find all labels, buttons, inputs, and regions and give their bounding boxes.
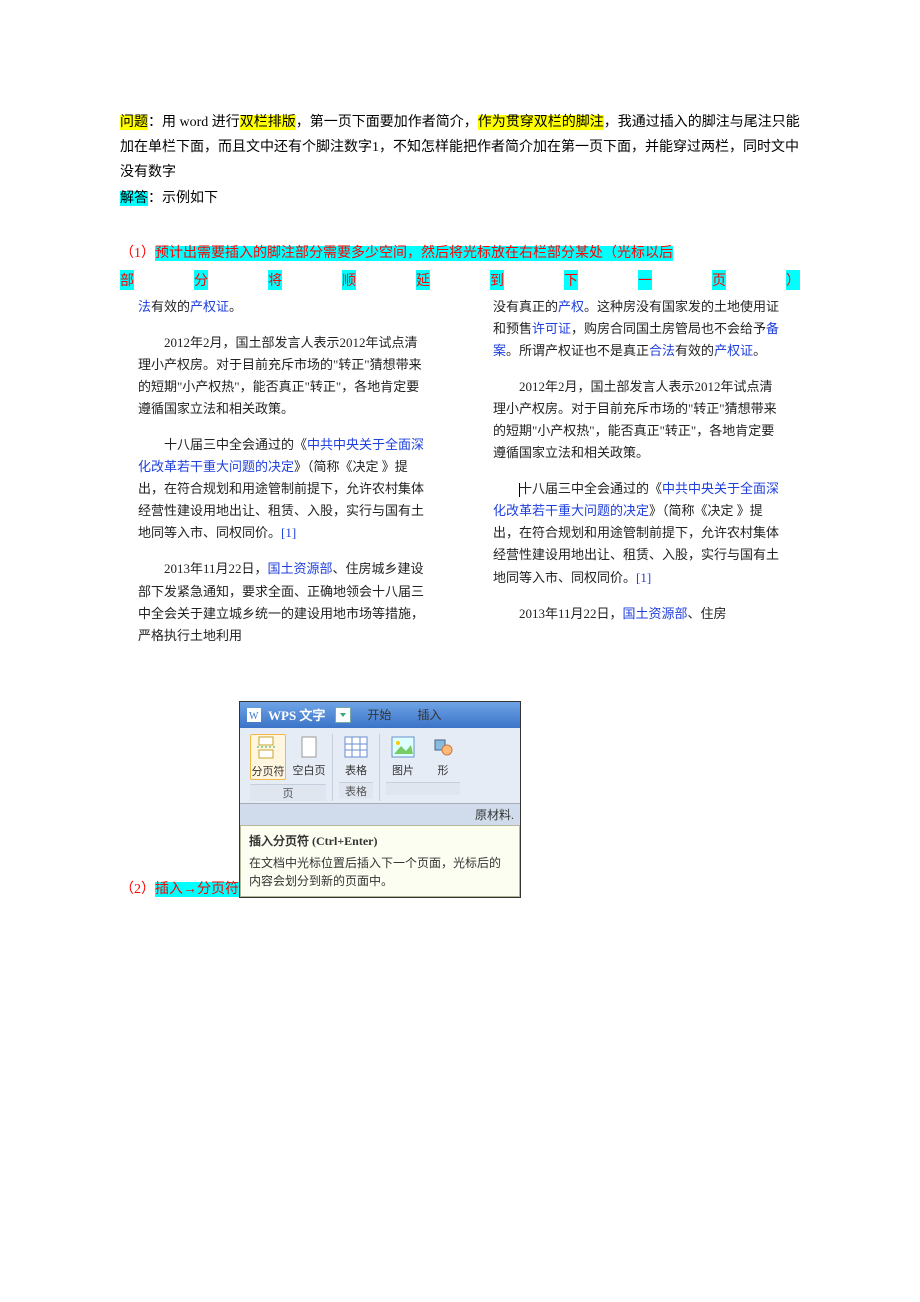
link-ministry[interactable]: 国土资源部 — [623, 606, 688, 621]
titlebar: W WPS 文字 开始 插入 — [240, 702, 520, 728]
link-property[interactable]: 产权 — [558, 299, 584, 314]
spread-char: 页 — [712, 270, 726, 290]
wps-logo-icon: W — [246, 707, 262, 723]
ribbon-group-table: 表格 表格 — [333, 734, 380, 801]
para: 2012年2月，国土部发言人表示2012年试点清理小产权房。对于目前充斥市场的"… — [138, 332, 427, 420]
blank-page-icon — [296, 734, 322, 760]
spread-char: 到 — [490, 270, 504, 290]
link-ministry[interactable]: 国土资源部 — [268, 561, 333, 576]
left-column: 法有效的产权证。 2012年2月，国土部发言人表示2012年试点清理小产权房。对… — [120, 296, 445, 661]
link-deed[interactable]: 产权证 — [190, 299, 229, 314]
ribbon: 分页符 空白页 页 — [240, 728, 520, 803]
step1-num: （1） — [120, 246, 155, 261]
btn-page-break[interactable]: 分页符 — [250, 734, 286, 780]
step1-spread: 部 分 将 顺 延 到 下 一 页 ） — [120, 270, 800, 290]
document-tab-strip[interactable]: 原材料. — [240, 803, 520, 825]
svg-text:W: W — [249, 711, 259, 722]
intro-hl1: 双栏排版 — [240, 115, 296, 130]
group-label-page: 页 — [250, 784, 326, 801]
tab-start[interactable]: 开始 — [357, 706, 401, 723]
table-icon — [343, 734, 369, 760]
answer-text: ：示例如下 — [148, 191, 218, 206]
link-legal[interactable]: 合法 — [649, 343, 675, 358]
ref-1[interactable]: [1] — [636, 570, 651, 585]
btn-shape[interactable]: 形 — [426, 734, 460, 778]
group-label-blank — [386, 782, 460, 795]
spread-char: 分 — [194, 270, 208, 290]
two-column-sample: 法有效的产权证。 2012年2月，国土部发言人表示2012年试点清理小产权房。对… — [120, 296, 800, 661]
doc-tab-label: 原材料. — [475, 808, 514, 822]
page-break-icon — [255, 735, 281, 761]
ref-1[interactable]: [1] — [281, 525, 296, 540]
spread-char: 一 — [638, 270, 652, 290]
step1-body: 预计出需要插入的脚注部分需要多少空间，然后将光标放在右栏部分某处（光标以后 — [155, 246, 673, 261]
title-dropdown-icon[interactable] — [335, 707, 351, 723]
spread-char: 延 — [416, 270, 430, 290]
link-deed[interactable]: 产权证 — [714, 343, 753, 358]
tooltip: 插入分页符 (Ctrl+Enter) 在文档中光标位置后插入下一个页面，光标后的… — [240, 825, 520, 897]
right-column: 没有真正的产权。这种房没有国家发的土地使用证和预售许可证，购房合同国土房管局也不… — [475, 296, 800, 661]
label-answer: 解答 — [120, 191, 148, 206]
btn-blank-page[interactable]: 空白页 — [292, 734, 326, 780]
app-title: WPS 文字 — [268, 705, 325, 724]
intro-text: ，第一页下面要加作者简介， — [296, 115, 478, 130]
shape-icon — [430, 734, 456, 760]
ribbon-group-illust: 图片 形 — [380, 734, 466, 801]
tab-insert[interactable]: 插入 — [407, 706, 451, 723]
btn-picture[interactable]: 图片 — [386, 734, 420, 778]
link-law[interactable]: 法 — [138, 299, 151, 314]
intro-block: 问题：用 word 进行双栏排版，第一页下面要加作者简介，作为贯穿双栏的脚注，我… — [120, 110, 800, 211]
para: 2012年2月，国土部发言人表示2012年试点清理小产权房。对于目前充斥市场的"… — [493, 376, 782, 464]
intro-hl2: 作为贯穿双栏的脚注 — [478, 115, 604, 130]
wps-screenshot: W WPS 文字 开始 插入 分页符 — [239, 701, 521, 898]
spread-char: 部 — [120, 270, 134, 290]
spread-char: 将 — [268, 270, 282, 290]
btn-table[interactable]: 表格 — [339, 734, 373, 778]
tooltip-body: 在文档中光标位置后插入下一个页面，光标后的内容会划分到新的页面中。 — [249, 854, 511, 890]
ribbon-group-page: 分页符 空白页 页 — [244, 734, 333, 801]
tooltip-title: 插入分页符 (Ctrl+Enter) — [249, 832, 511, 850]
intro-text: ：用 word 进行 — [148, 115, 240, 130]
spread-char: ） — [786, 270, 800, 290]
step2-text: 插入→分页符 — [155, 882, 239, 897]
spread-char: 下 — [564, 270, 578, 290]
label-question: 问题 — [120, 115, 148, 130]
spread-char: 顺 — [342, 270, 356, 290]
step2-num: （2） — [120, 882, 155, 897]
group-label-table: 表格 — [339, 782, 373, 799]
step1-line: （1）预计出需要插入的脚注部分需要多少空间，然后将光标放在右栏部分某处（光标以后 — [120, 239, 800, 270]
step2-row: （2）插入→分页符 W WPS 文字 开始 插入 — [120, 701, 800, 898]
picture-icon — [390, 734, 416, 760]
link-permit[interactable]: 许可证 — [532, 321, 571, 336]
